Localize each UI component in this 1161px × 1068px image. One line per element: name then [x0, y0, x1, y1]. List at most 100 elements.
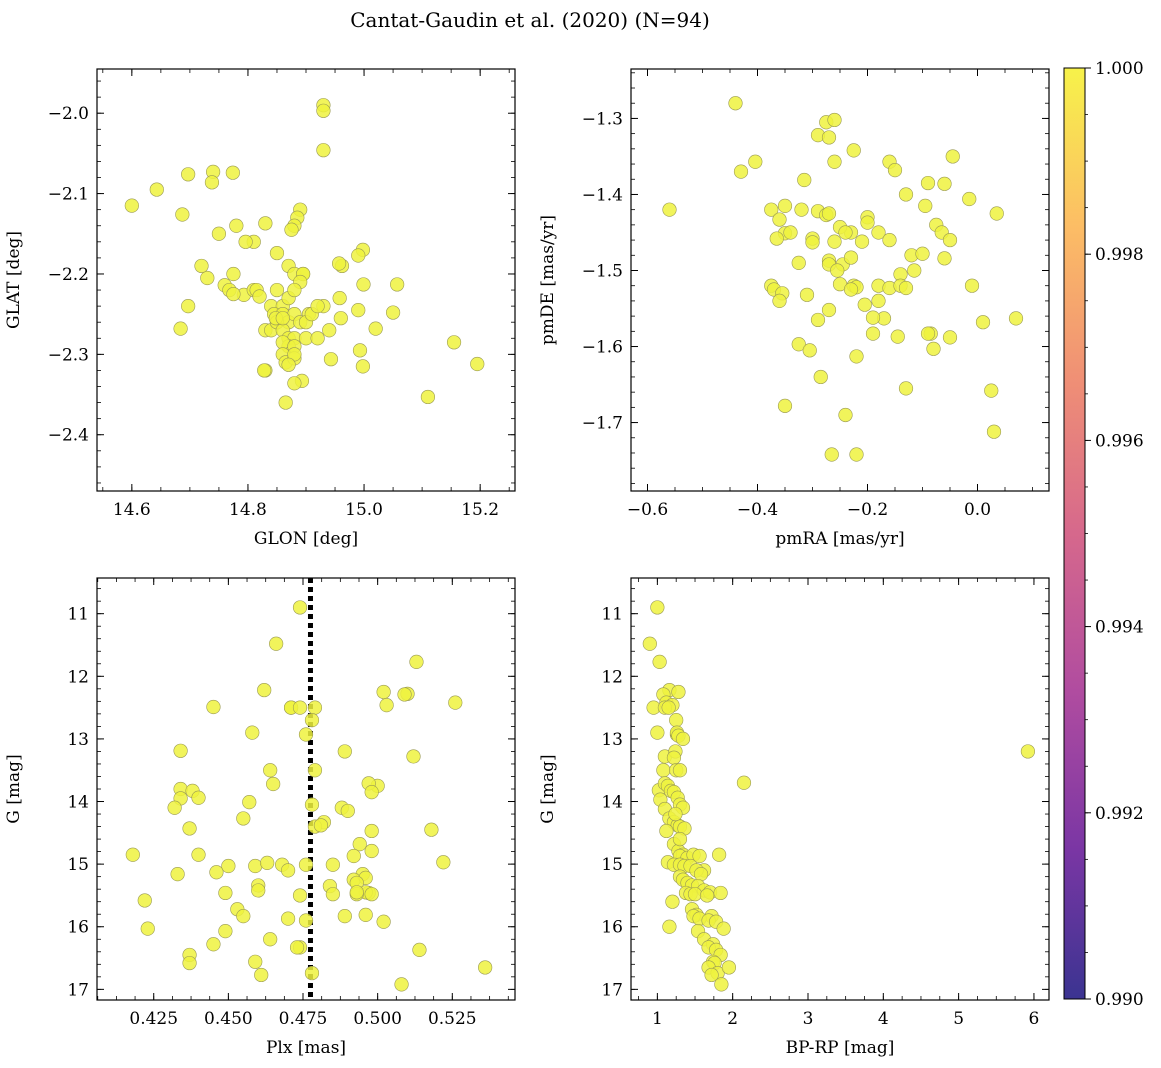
x-tick-label: 15.2 — [461, 500, 499, 520]
data-point — [307, 763, 323, 778]
x-tick-label: 0.525 — [428, 1009, 477, 1029]
y-tick-label: 13 — [67, 730, 89, 750]
data-point — [857, 297, 872, 312]
data-point — [672, 831, 688, 847]
data-point — [662, 202, 677, 217]
y-tick-label: 12 — [601, 667, 623, 687]
data-point — [292, 700, 308, 715]
data-point — [356, 277, 371, 292]
data-point — [1008, 311, 1024, 326]
data-point — [325, 887, 340, 902]
data-point — [791, 337, 806, 352]
data-point — [827, 154, 842, 169]
x-tick-label: 14.6 — [113, 500, 151, 520]
data-point — [666, 750, 682, 765]
x-tick-label: 0.450 — [204, 1009, 253, 1029]
data-point — [945, 149, 960, 164]
data-point — [248, 954, 263, 969]
panel-glon-glat: 14.6 14.8 15.0 15.2 −2.0 −2.1 −2.2 −2.3 −2.4 GLON… — [4, 68, 516, 549]
data-point — [204, 175, 220, 190]
x-axis-label: Plx [mas] — [266, 1038, 346, 1058]
data-point — [665, 894, 680, 909]
data-point — [376, 684, 391, 700]
data-point — [332, 290, 347, 306]
y-tick-label: −1.4 — [582, 185, 623, 205]
x-tick-label: 0.475 — [279, 1009, 328, 1029]
data-point — [661, 700, 676, 715]
data-point — [194, 258, 209, 274]
data-point — [191, 847, 206, 862]
y-tick-label: 16 — [67, 918, 89, 938]
y-tick-label: 13 — [601, 730, 623, 750]
data-point — [984, 383, 999, 398]
colorbar-tick-label: 0.996 — [1095, 431, 1144, 451]
data-point — [209, 865, 224, 880]
data-point — [650, 600, 665, 615]
y-axis-label: G [mag] — [538, 754, 558, 823]
data-point — [191, 790, 206, 805]
data-point — [182, 955, 197, 971]
data-point — [313, 818, 329, 833]
data-point — [364, 887, 379, 902]
data-point — [478, 960, 493, 975]
data-point — [704, 967, 719, 983]
data-point — [898, 381, 914, 396]
data-point — [394, 977, 409, 992]
data-point — [206, 699, 221, 715]
data-point — [331, 256, 347, 271]
data-point — [871, 293, 886, 309]
data-point — [368, 321, 383, 336]
x-tick-label: 3 — [803, 1009, 814, 1029]
data-point — [687, 887, 703, 902]
data-point — [849, 349, 864, 364]
data-point — [920, 326, 936, 341]
x-tick-label: 5 — [953, 1009, 964, 1029]
x-tick-label: 1 — [652, 1009, 663, 1029]
data-point — [236, 811, 251, 826]
data-point — [887, 163, 903, 178]
data-point — [772, 212, 787, 227]
data-point — [713, 885, 728, 901]
colorbar-tick-label: 0.994 — [1095, 618, 1144, 638]
data-point — [337, 909, 352, 924]
data-point — [890, 329, 905, 344]
data-point — [137, 893, 152, 908]
y-tick-label: 15 — [601, 855, 623, 875]
data-point — [181, 299, 196, 314]
data-point — [799, 287, 815, 302]
y-tick-label: −1.3 — [582, 109, 623, 129]
data-point — [173, 321, 188, 336]
data-point — [316, 103, 331, 118]
y-tick-label: −2.2 — [48, 265, 89, 285]
data-point — [764, 202, 779, 217]
data-point — [821, 302, 837, 318]
data-point — [854, 234, 870, 249]
data-point — [269, 636, 284, 651]
data-point — [409, 654, 424, 669]
x-tick-label: 6 — [1029, 1009, 1040, 1029]
y-tick-label: 12 — [67, 667, 89, 687]
data-point — [712, 847, 727, 862]
data-point — [278, 395, 293, 410]
data-point — [937, 176, 952, 191]
data-point — [986, 424, 1002, 439]
data-point — [307, 700, 323, 715]
data-point — [777, 198, 793, 213]
data-point — [245, 725, 260, 740]
data-point — [668, 806, 683, 822]
data-point — [322, 323, 337, 338]
data-point — [364, 843, 379, 859]
data-point — [962, 191, 977, 207]
y-tick-label: −2.4 — [48, 426, 89, 446]
data-point — [280, 863, 296, 878]
data-point — [316, 143, 331, 158]
data-point — [810, 312, 826, 328]
y-tick-label: −1.5 — [582, 261, 623, 281]
colorbar-tick-label: 0.992 — [1095, 804, 1144, 824]
data-point — [200, 270, 215, 286]
data-point — [304, 713, 320, 728]
data-point — [310, 331, 325, 346]
data-point — [218, 885, 233, 901]
data-point — [287, 282, 302, 298]
